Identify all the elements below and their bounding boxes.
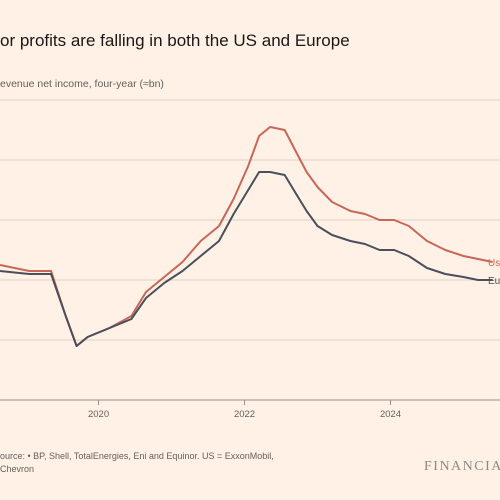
series-line-europe — [0, 171, 493, 347]
series-lines — [0, 126, 493, 347]
x-tick-label: 2024 — [380, 409, 401, 420]
series-end-label: Eu — [488, 276, 500, 287]
gridlines — [0, 99, 500, 401]
chart-title: or profits are falling in both the US an… — [0, 31, 350, 50]
x-tick-label: 2022 — [234, 409, 255, 420]
source-line-2: Chevron — [0, 464, 35, 474]
series-end-labels: Us Eu — [488, 258, 500, 287]
series-end-label: Us — [488, 258, 500, 269]
x-axis-ticks: 2020 2022 2024 — [88, 400, 401, 420]
source-note: ource: • BP, Shell, TotalEnergies, Eni a… — [0, 450, 330, 476]
x-tick-label: 2020 — [88, 409, 109, 420]
publisher-logo: FINANCIA — [424, 459, 500, 474]
source-line-1: ource: • BP, Shell, TotalEnergies, Eni a… — [0, 451, 274, 461]
chart-subtitle: evenue net income, four-year (≈bn) — [0, 78, 164, 90]
